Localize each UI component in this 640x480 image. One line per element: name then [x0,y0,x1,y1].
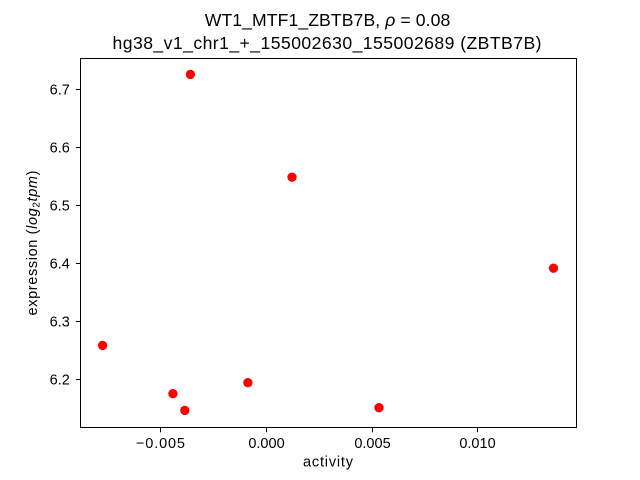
svg-text:activity: activity [303,455,354,471]
svg-text:0.005: 0.005 [354,436,390,452]
svg-text:WT1_MTF1_ZBTB7B, ρ = 0.08: WT1_MTF1_ZBTB7B, ρ = 0.08 [205,10,451,31]
svg-text:−0.005: −0.005 [136,436,185,452]
svg-text:0.010: 0.010 [459,436,495,452]
svg-text:0.000: 0.000 [248,436,284,452]
svg-text:6.3: 6.3 [50,315,70,331]
svg-text:6.7: 6.7 [50,83,70,99]
svg-text:6.2: 6.2 [50,373,70,389]
svg-text:6.4: 6.4 [50,257,70,273]
svg-text:6.6: 6.6 [50,141,70,157]
svg-text:6.5: 6.5 [50,199,70,215]
svg-text:expression (log2tpm): expression (log2tpm) [25,171,43,316]
svg-text:hg38_v1_chr1_+_155002630_15500: hg38_v1_chr1_+_155002630_155002689 (ZBTB… [113,33,542,54]
